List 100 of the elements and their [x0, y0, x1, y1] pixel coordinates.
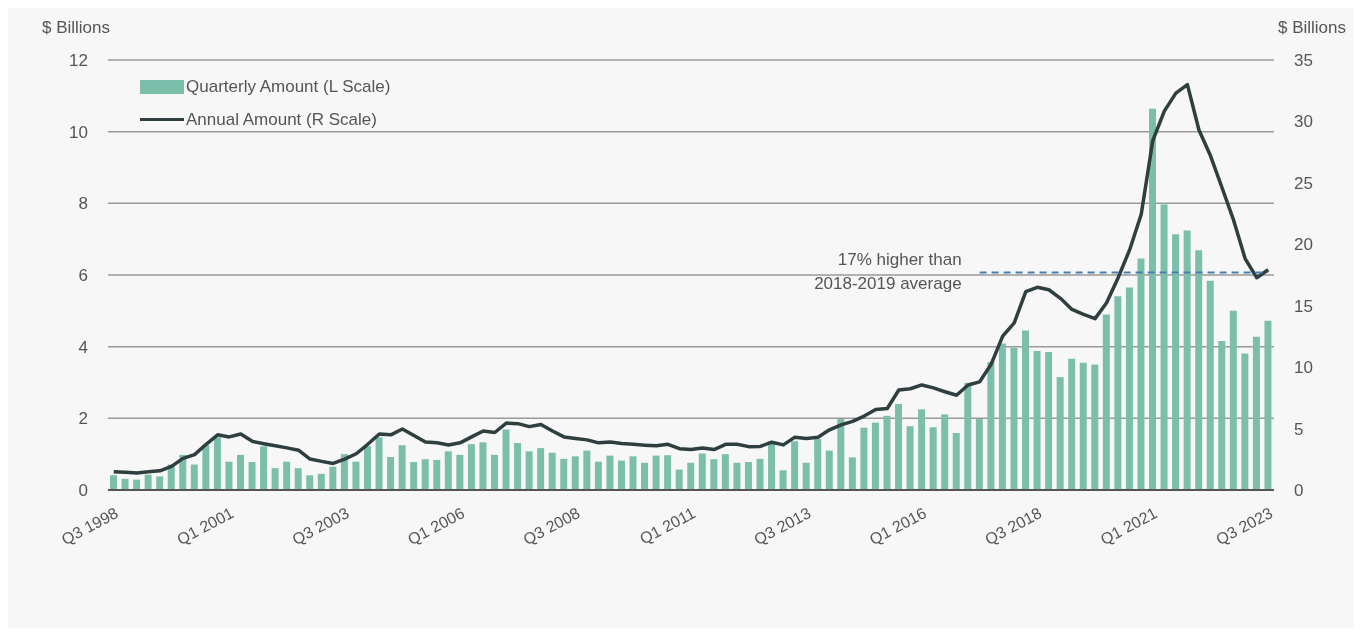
bar: [1252, 336, 1260, 490]
x-tick-label: Q3 2013: [751, 504, 814, 549]
bar: [156, 476, 164, 490]
bar: [1056, 377, 1064, 490]
x-tick-label: Q3 2023: [1213, 504, 1276, 549]
bar: [964, 382, 972, 490]
bar: [1010, 347, 1018, 490]
bar: [617, 460, 625, 490]
bar: [467, 444, 475, 490]
bar: [456, 454, 464, 490]
bar: [260, 446, 268, 490]
bar: [918, 409, 926, 490]
bar: [733, 462, 741, 490]
bar: [202, 445, 210, 490]
y-tick-label: 4: [78, 337, 88, 357]
bar: [998, 343, 1006, 490]
bar: [641, 462, 649, 490]
bar: [606, 455, 614, 490]
y2-tick-label: 0: [1294, 481, 1304, 501]
y2-tick-label: 35: [1294, 51, 1313, 71]
bar: [248, 462, 256, 490]
bar: [1022, 330, 1030, 490]
y-tick-label: 10: [69, 122, 88, 142]
bar: [387, 457, 395, 490]
x-tick-label: Q1 2021: [1097, 504, 1160, 549]
bar: [675, 469, 683, 490]
bar: [433, 459, 441, 490]
bar: [975, 419, 983, 490]
bar: [144, 474, 152, 490]
legend-label: Annual Amount (R Scale): [186, 109, 377, 131]
bar: [952, 433, 960, 490]
bar: [213, 437, 221, 490]
y-axis-title: $ Billions: [42, 18, 111, 38]
ref-line-label: 17% higher than 2018-2019 average: [814, 249, 962, 293]
bar: [687, 462, 695, 490]
bar: [121, 478, 129, 490]
bar: [629, 456, 637, 490]
y-tick-label: 8: [78, 194, 88, 214]
bar: [779, 470, 787, 490]
bar: [583, 450, 591, 490]
bar: [363, 446, 371, 490]
bar: [1091, 364, 1099, 490]
bar: [802, 462, 810, 490]
bar: [860, 427, 868, 490]
bar: [698, 453, 706, 490]
bar: [514, 443, 522, 490]
y-tick-label: 0: [78, 481, 88, 501]
x-tick-label: Q1 2001: [174, 504, 237, 549]
bar: [294, 468, 302, 490]
bar: [236, 454, 244, 490]
y2-tick-label: 5: [1294, 419, 1304, 439]
legend-label: Quarterly Amount (L Scale): [186, 76, 391, 98]
bar: [271, 468, 279, 490]
bar: [1033, 350, 1041, 490]
bar: [1195, 250, 1203, 490]
bar: [1229, 310, 1237, 490]
bar: [398, 445, 406, 490]
bar: [490, 454, 498, 490]
bar: [571, 456, 579, 490]
y-tick-label: 6: [78, 266, 88, 286]
bar: [1160, 204, 1168, 490]
x-tick-label: Q1 2011: [636, 504, 699, 548]
x-tick-label: Q3 2008: [520, 504, 583, 549]
bar: [941, 414, 949, 490]
bar: [710, 459, 718, 490]
y2-tick-label: 15: [1294, 296, 1313, 316]
bar: [317, 473, 325, 490]
bar: [329, 466, 337, 490]
bar: [537, 448, 545, 490]
bar: [825, 450, 833, 490]
bar: [744, 462, 752, 490]
bar: [1137, 258, 1145, 490]
y2-tick-label: 25: [1294, 173, 1313, 193]
bar: [1172, 234, 1180, 490]
bar: [1102, 314, 1110, 490]
bar: [768, 441, 776, 490]
bar: [791, 441, 799, 490]
bar: [1241, 353, 1249, 490]
line-series: [112, 82, 1270, 475]
bar: [1206, 280, 1214, 490]
bar: [1125, 287, 1133, 490]
bar: [721, 454, 729, 490]
bar: [1079, 362, 1087, 490]
bar: [525, 451, 533, 490]
bar: [1045, 352, 1053, 490]
bar: [652, 455, 660, 490]
bar: [410, 462, 418, 490]
y2-tick-label: 20: [1294, 235, 1313, 255]
bar: [548, 452, 556, 490]
bar: [375, 437, 383, 490]
bar: [1068, 358, 1076, 490]
bar: [502, 429, 510, 490]
bar: [929, 427, 937, 490]
x-tick-label: Q3 1998: [58, 504, 121, 549]
bar: [306, 475, 314, 490]
bar: [190, 464, 198, 490]
x-tick-label: Q1 2016: [866, 504, 930, 549]
y2-tick-label: 10: [1294, 358, 1313, 378]
bar: [594, 461, 602, 490]
bar: [1264, 320, 1272, 490]
